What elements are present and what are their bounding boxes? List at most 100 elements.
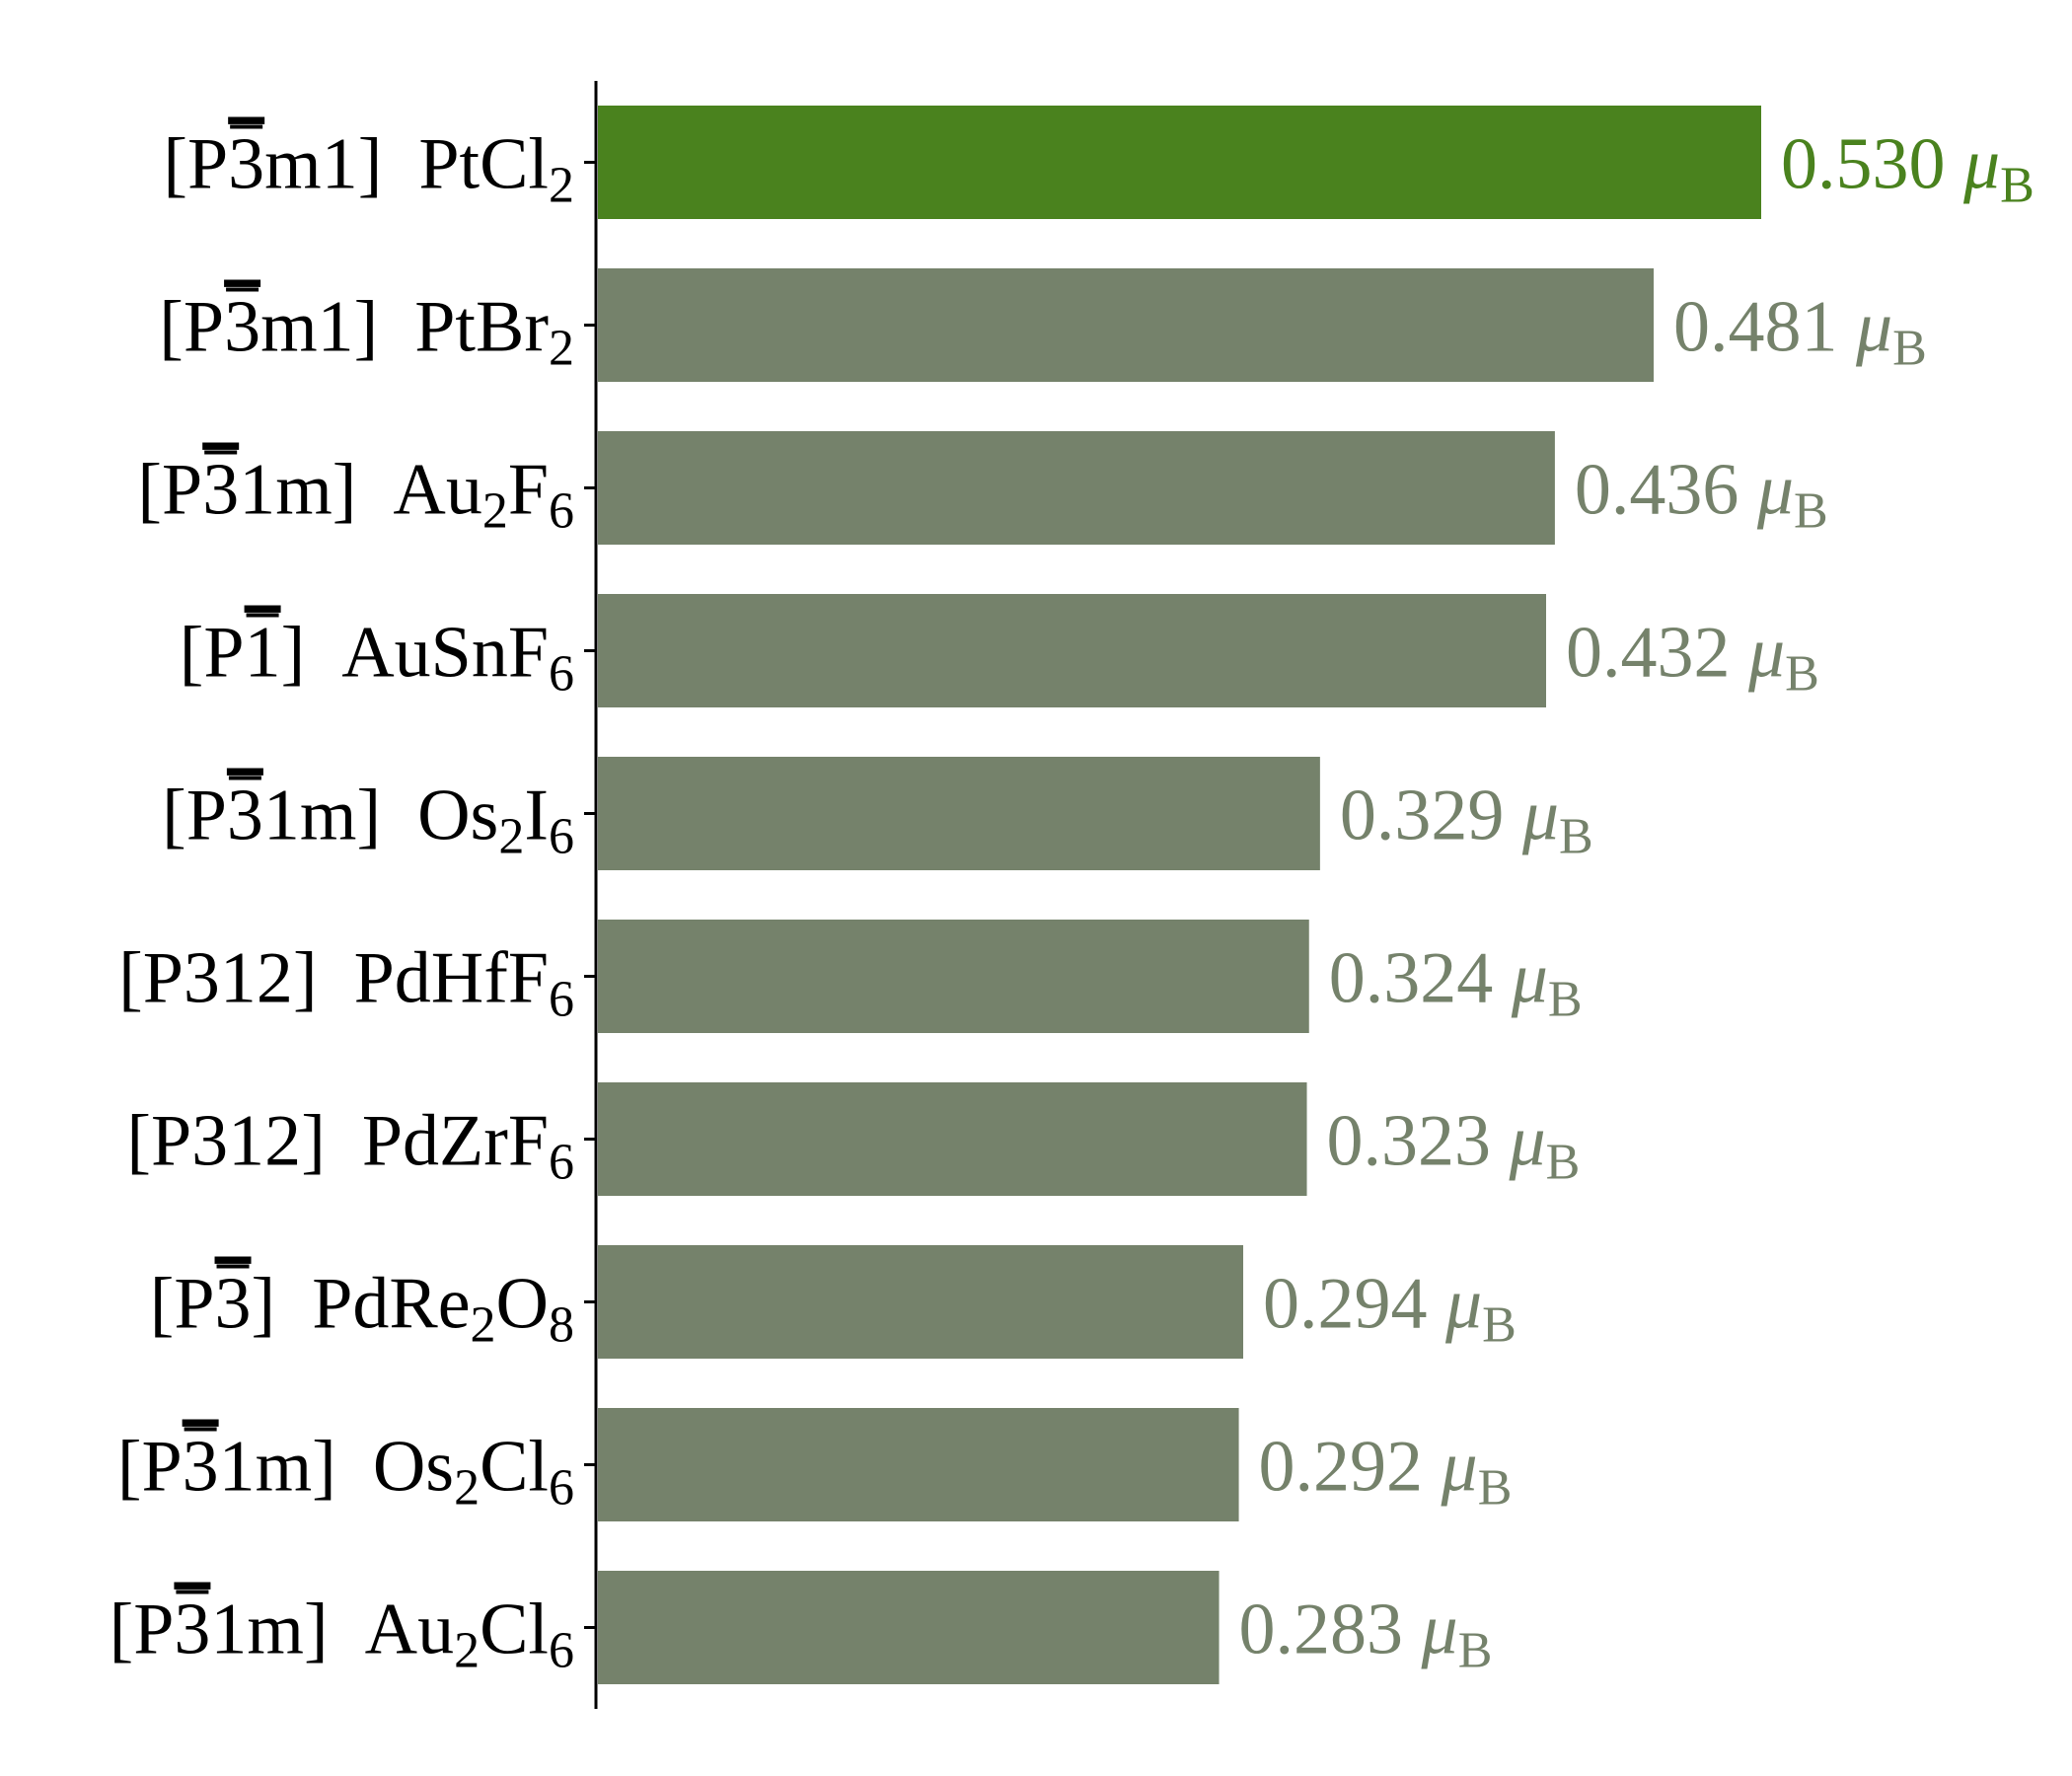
- unit-mu: μ: [1509, 1101, 1546, 1182]
- space-group-prefix: [P: [180, 613, 245, 694]
- space-group-suffix: ]: [252, 1264, 276, 1345]
- value-number: 0.329: [1340, 776, 1522, 856]
- space-group-suffix: ]: [293, 938, 318, 1019]
- formula-subscript: 6: [549, 483, 574, 540]
- label-spacer: [382, 124, 418, 205]
- unit-subscript: B: [1482, 1297, 1517, 1354]
- value-number: 0.436: [1575, 450, 1757, 531]
- formula-element: O: [496, 1264, 549, 1345]
- formula-element: Os: [373, 1427, 454, 1508]
- formula-element: PdZr: [362, 1101, 508, 1182]
- space-group-suffix: 1m]: [210, 1590, 328, 1670]
- formula-subscript: 6: [549, 972, 574, 1028]
- formula-element: PdRe: [312, 1264, 470, 1345]
- formula-element: F: [508, 938, 549, 1019]
- space-group-suffix: 1m]: [263, 776, 381, 856]
- formula-subscript: 6: [549, 646, 574, 703]
- formula-element: AuSn: [341, 613, 508, 694]
- y-tick-label-9: [P31m] Os2​Cl6​: [117, 1427, 574, 1517]
- formula-element: Cl: [480, 1590, 549, 1670]
- value-label-2: 0.481 μB: [1673, 287, 1927, 377]
- formula-element: F: [508, 1101, 549, 1182]
- space-group-overline-digit: 1: [245, 613, 281, 694]
- unit-subscript: B: [1559, 809, 1593, 865]
- formula-element: Au: [365, 1590, 454, 1670]
- space-group-overline-digit: 3: [215, 1264, 252, 1345]
- y-tick-label-3: [P31m] Au2​F6​: [137, 450, 574, 540]
- unit-mu: μ: [1756, 450, 1794, 531]
- space-group-prefix: [P312: [118, 938, 293, 1019]
- unit-subscript: B: [1458, 1623, 1493, 1679]
- formula-subscript: 2: [549, 321, 574, 377]
- value-number: 0.481: [1673, 287, 1856, 368]
- formula-subscript: 2: [482, 483, 508, 540]
- unit-subscript: B: [1546, 1135, 1581, 1191]
- value-label-8: 0.294 μB: [1263, 1264, 1517, 1354]
- bar-4: [598, 594, 1546, 707]
- unit-mu: μ: [1421, 1590, 1458, 1670]
- space-group-suffix: m1]: [260, 287, 378, 368]
- space-group-prefix: [P: [117, 1427, 183, 1508]
- unit-subscript: B: [1478, 1460, 1513, 1517]
- unit-subscript: B: [1892, 321, 1927, 377]
- space-group-overline-digit: 3: [183, 1427, 219, 1508]
- formula-element: F: [508, 450, 549, 531]
- unit-subscript: B: [1785, 646, 1819, 703]
- space-group-suffix: ]: [301, 1101, 326, 1182]
- value-label-7: 0.323 μB: [1327, 1101, 1581, 1191]
- unit-mu: μ: [1855, 287, 1892, 368]
- formula-element: PdHf: [354, 938, 509, 1019]
- label-spacer: [275, 1264, 312, 1345]
- formula-subscript: 6: [549, 1460, 574, 1517]
- label-spacer: [305, 613, 341, 694]
- unit-mu: μ: [1444, 1264, 1482, 1345]
- bar-10: [598, 1571, 1220, 1684]
- value-number: 0.432: [1566, 613, 1748, 694]
- space-group-prefix: [P: [163, 124, 228, 205]
- value-number: 0.324: [1329, 938, 1512, 1019]
- value-label-9: 0.292 μB: [1259, 1427, 1513, 1517]
- unit-subscript: B: [2000, 158, 2035, 214]
- value-label-6: 0.324 μB: [1329, 938, 1583, 1028]
- formula-subscript: 2: [471, 1297, 496, 1354]
- formula-subscript: 6: [549, 809, 574, 865]
- formula-subscript: 2: [454, 1623, 480, 1679]
- unit-mu: μ: [1441, 1427, 1478, 1508]
- y-tick-label-6: [P312] PdHfF6​: [118, 938, 574, 1028]
- space-group-suffix: m1]: [264, 124, 382, 205]
- label-spacer: [318, 938, 354, 1019]
- value-number: 0.292: [1259, 1427, 1442, 1508]
- formula-element: Pt: [414, 287, 476, 368]
- value-label-3: 0.436 μB: [1575, 450, 1828, 540]
- space-group-overline-digit: 3: [224, 287, 260, 368]
- unit-subscript: B: [1548, 972, 1583, 1028]
- formula-element: Cl: [480, 1427, 549, 1508]
- space-group-overline-digit: 3: [227, 776, 263, 856]
- y-tick-label-1: [P3m1] PtCl2​: [163, 124, 574, 214]
- space-group-prefix: [P: [159, 287, 224, 368]
- unit-subscript: B: [1794, 483, 1828, 540]
- space-group-prefix: [P: [110, 1590, 175, 1670]
- formula-subscript: 2: [454, 1460, 480, 1517]
- formula-element: Pt: [418, 124, 480, 205]
- value-number: 0.283: [1239, 1590, 1422, 1670]
- formula-element: Os: [417, 776, 498, 856]
- y-tick-label-5: [P31m] Os2​I6​: [162, 776, 574, 865]
- space-group-suffix: 1m]: [239, 450, 356, 531]
- formula-element: Br: [476, 287, 549, 368]
- unit-mu: μ: [1511, 938, 1548, 1019]
- bar-3: [598, 431, 1555, 545]
- value-number: 0.323: [1327, 1101, 1510, 1182]
- y-tick-label-7: [P312] PdZrF6​: [126, 1101, 574, 1191]
- formula-element: I: [524, 776, 549, 856]
- value-label-5: 0.329 μB: [1340, 776, 1593, 865]
- y-tick-label-10: [P31m] Au2​Cl6​: [110, 1590, 574, 1679]
- value-number: 0.530: [1781, 124, 1963, 205]
- formula-subscript: 8: [549, 1297, 574, 1354]
- value-label-10: 0.283 μB: [1239, 1590, 1493, 1679]
- bar-1: [598, 106, 1761, 219]
- space-group-prefix: [P: [137, 450, 202, 531]
- value-label-1: 0.530 μB: [1781, 124, 2035, 214]
- formula-element: Cl: [480, 124, 549, 205]
- y-tick-label-4: [P1] AuSnF6​: [180, 613, 574, 703]
